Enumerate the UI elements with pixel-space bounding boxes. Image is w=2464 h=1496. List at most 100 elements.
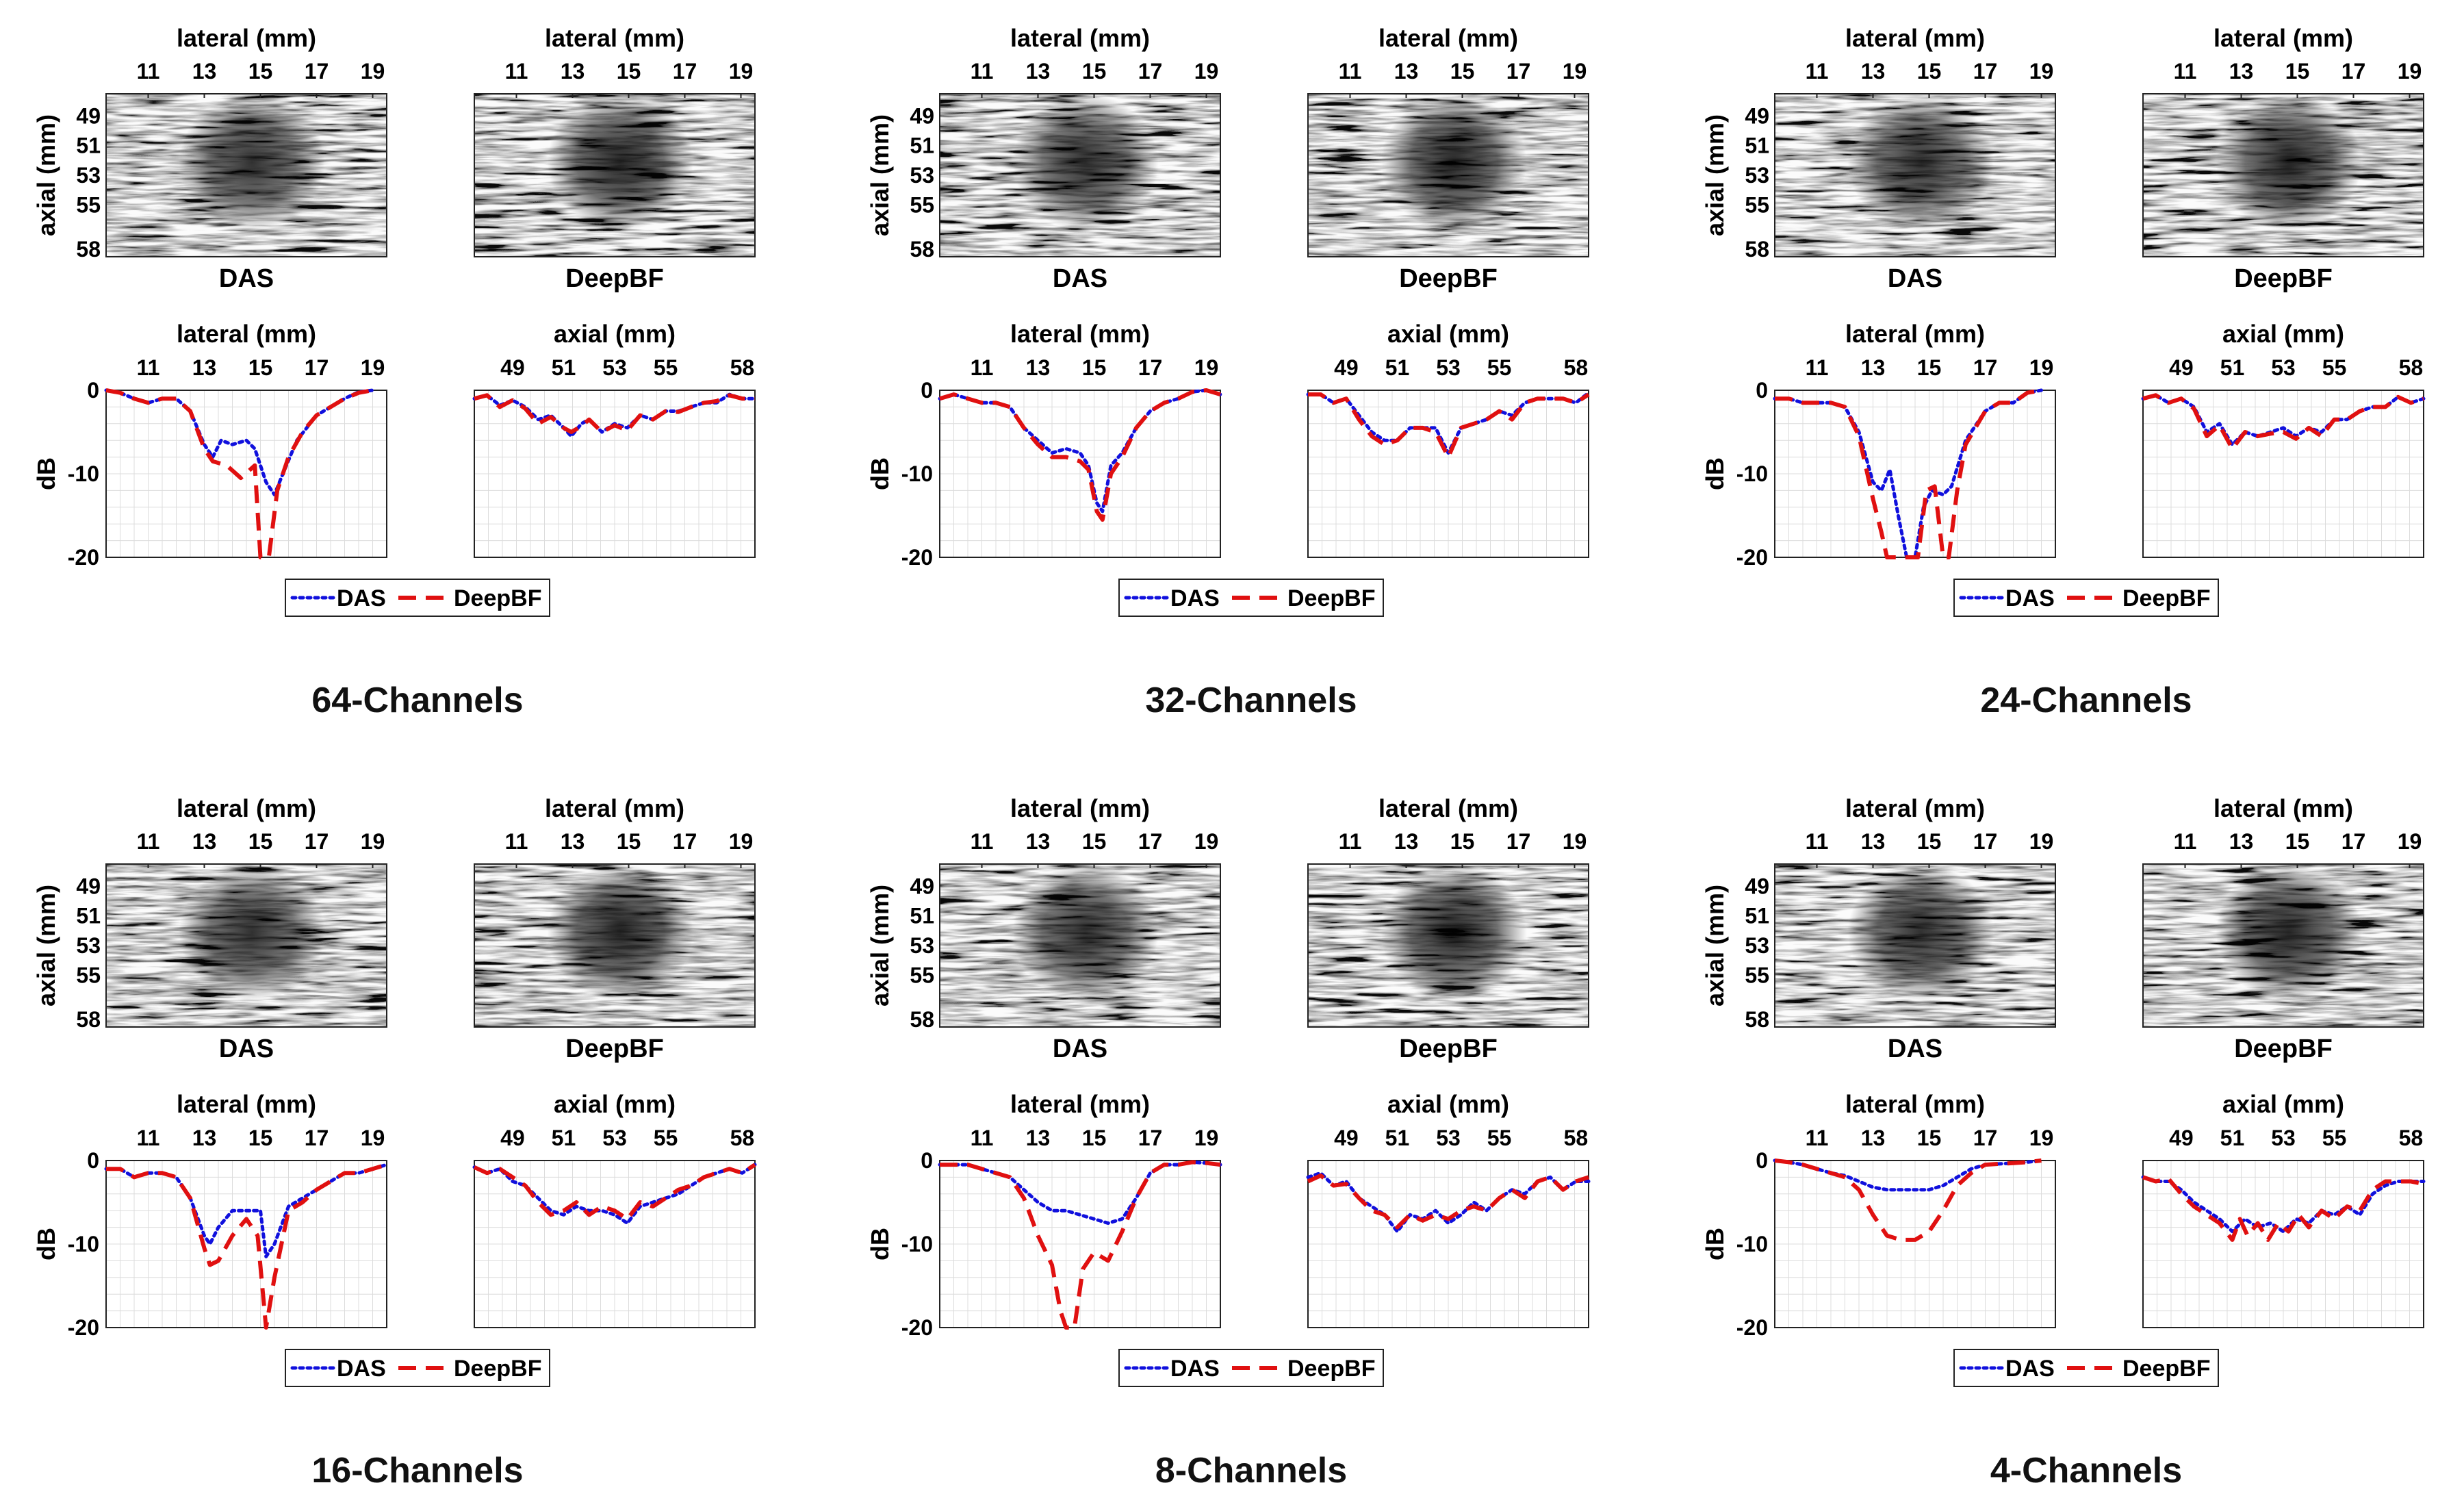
axial-profile-axis-label: axial (mm) [1387,1090,1509,1118]
axial-tick-label: 55 [2322,1126,2347,1150]
legend-deepbf-label: DeepBF [2122,585,2210,611]
db-tick-label: 0 [1756,1148,1768,1173]
lateral-axis-label: lateral (mm) [1845,24,1985,52]
lateral-axis-label: lateral (mm) [1378,24,1518,52]
axial-tick-label: 53 [2271,355,2296,380]
deepbf-profile-line [106,1163,387,1330]
cyst-region [547,94,693,231]
lateral-tick-label: 11 [505,59,528,84]
legend-das-label: DAS [1170,585,1220,611]
lateral-tick-label: 15 [248,59,273,84]
legend-deepbf-label: DeepBF [454,1356,541,1382]
axial-tick-label: 49 [76,103,101,128]
plot-frame [939,390,1221,558]
lateral-tick-label: 13 [561,59,585,84]
lateral-tick-label: 13 [192,1126,217,1150]
lateral-tick-label: 13 [1861,59,1886,84]
legend-deepbf-label: DeepBF [1287,1356,1375,1382]
legend-deepbf-label: DeepBF [454,585,541,611]
db-tick-label: 0 [921,378,933,403]
db-tick-label: -10 [901,461,933,486]
lateral-tick-label: 19 [2029,355,2054,380]
axial-tick-label: 55 [654,355,678,380]
lateral-tick-label: 13 [192,829,217,854]
lateral-tick-label: 11 [1806,1126,1829,1150]
lateral-tick-label: 15 [1917,829,1942,854]
axial-axis-label: axial (mm) [866,885,894,1006]
axial-tick-label: 58 [2399,355,2424,380]
db-tick-label: -20 [68,1315,99,1340]
lateral-tick-label: 17 [673,59,697,84]
lateral-tick-label: 11 [137,1126,160,1150]
image-frame [939,93,1221,257]
lateral-tick-label: 15 [2285,59,2310,84]
lateral-profile-axis-label: lateral (mm) [1845,1090,1985,1118]
image-frame [2142,863,2424,1028]
lateral-tick-label: 17 [305,1126,329,1150]
cyst-region [179,94,325,231]
axial-tick-label: 53 [1745,163,1769,188]
axial-tick-label: 58 [910,1007,934,1032]
image-caption: DeepBF [565,1035,664,1063]
legend-deepbf-label: DeepBF [2122,1356,2210,1382]
axial-axis-label: axial (mm) [1701,885,1729,1006]
lateral-tick-label: 17 [1973,59,1998,84]
axial-tick-label: 49 [1745,874,1769,898]
lateral-tick-label: 15 [1082,829,1107,854]
lateral-tick-label: 15 [248,829,273,854]
axial-tick-label: 51 [1385,355,1410,380]
db-tick-label: -10 [1736,1232,1768,1256]
db-axis-label: dB [1701,457,1729,490]
cyst-region [1012,864,1159,1001]
lateral-axis-label: lateral (mm) [1010,24,1150,52]
axial-tick-label: 55 [654,1126,678,1150]
plot-frame [2142,1160,2424,1328]
lateral-profile-axis-label: lateral (mm) [1845,320,1985,348]
deepbf-profile-line [1774,1158,2042,1242]
lateral-tick-label: 13 [1394,59,1419,84]
lateral-tick-label: 11 [971,829,994,854]
lateral-tick-label: 19 [1563,59,1587,84]
das-profile-line [104,388,374,496]
image-frame [1774,93,2056,257]
lateral-tick-label: 11 [1339,59,1362,84]
lateral-tick-label: 15 [1082,59,1107,84]
axial-tick-label: 53 [910,933,934,958]
lateral-tick-label: 11 [137,829,160,854]
lateral-tick-label: 17 [1138,829,1163,854]
axial-axis-label: axial (mm) [32,885,60,1006]
cyst-region [2216,94,2362,231]
image-frame [105,863,387,1028]
lateral-tick-label: 19 [1194,59,1219,84]
lateral-tick-label: 15 [1917,355,1942,380]
db-axis-label: dB [32,457,60,490]
plot-frame [105,390,387,558]
axial-tick-label: 53 [1745,933,1769,958]
lateral-tick-label: 15 [248,355,273,380]
image-frame [1774,863,2056,1028]
plot-frame [939,1160,1221,1328]
panel-title: 24-Channels [1980,681,2192,720]
lateral-tick-label: 15 [1450,59,1475,84]
lateral-tick-label: 19 [1194,829,1219,854]
lateral-tick-label: 17 [2341,59,2366,84]
db-tick-label: -10 [1736,461,1768,486]
lateral-tick-label: 11 [1806,355,1829,380]
lateral-tick-label: 11 [505,829,528,854]
axial-tick-label: 53 [76,933,101,958]
lateral-tick-label: 19 [1563,829,1587,854]
axial-tick-label: 58 [1745,1007,1769,1032]
axial-tick-label: 58 [2399,1126,2424,1150]
deepbf-profile-line [939,388,1221,522]
image-frame [2142,93,2424,257]
lateral-tick-label: 13 [1026,59,1051,84]
db-tick-label: -10 [901,1232,933,1256]
lateral-tick-label: 13 [1861,1126,1886,1150]
lateral-tick-label: 17 [1973,355,1998,380]
lateral-tick-label: 19 [2029,59,2054,84]
panel-title: 64-Channels [311,681,523,720]
deepbf-profile-line [474,393,755,434]
cyst-region [179,864,325,1001]
lateral-tick-label: 17 [673,829,697,854]
legend-das-label: DAS [2005,1356,2055,1382]
